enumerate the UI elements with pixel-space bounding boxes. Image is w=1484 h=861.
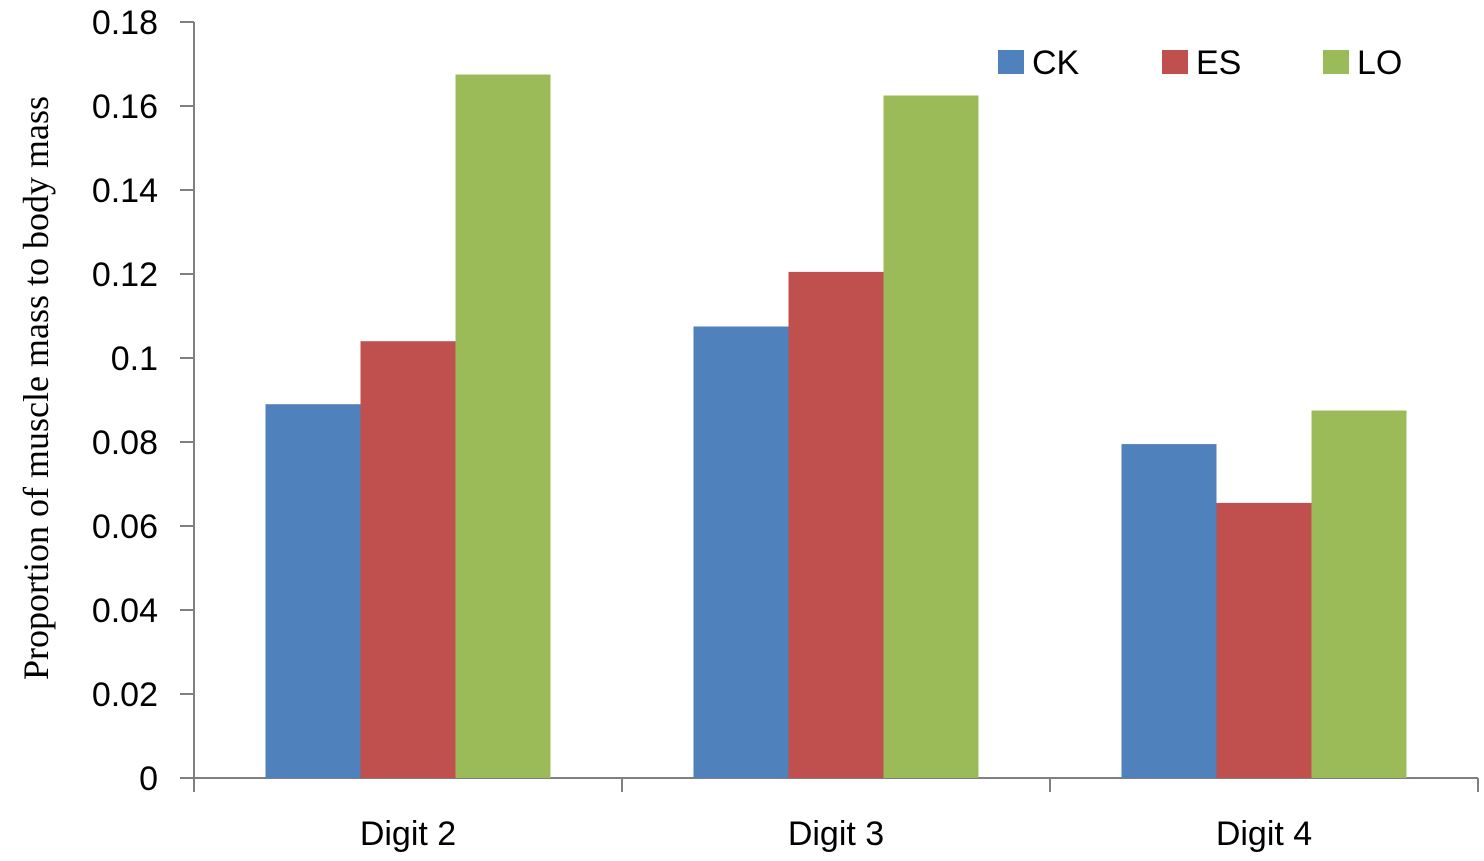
y-tick-label: 0.16 [92,88,158,126]
x-category-label: Digit 3 [788,815,884,853]
y-tick-label: 0.08 [92,424,158,462]
legend: CK ES LO [998,44,1402,82]
legend-label-ck: CK [1032,44,1080,82]
bar-ck-2 [265,404,361,778]
bars [265,74,1407,778]
bar-es-4 [1216,502,1312,778]
bar-ck-4 [1121,444,1217,778]
y-tick-label: 0.1 [111,340,158,378]
bar-ck-3 [693,326,789,778]
x-axis: Digit 2 Digit 3 Digit 4 [193,777,1479,853]
bar-lo-2 [455,74,551,778]
y-tick-label: 0.18 [92,4,158,42]
y-tick-label: 0.06 [92,508,158,546]
legend-swatch-es [1162,50,1188,74]
legend-label-lo: LO [1357,44,1402,82]
y-axis: 0 0.02 0.04 0.06 0.08 0.1 0.12 0.14 0.16 0.18 [92,4,195,798]
bar-es-3 [788,271,884,778]
legend-swatch-lo [1323,50,1349,74]
bar-es-2 [360,341,456,778]
y-tick-label: 0.14 [92,172,158,210]
legend-label-es: ES [1196,44,1241,82]
bar-lo-3 [883,95,979,778]
x-category-label: Digit 2 [360,815,456,853]
y-tick-label: 0 [139,760,158,798]
y-tick-label: 0.12 [92,256,158,294]
legend-swatch-ck [998,50,1024,74]
y-axis-title: Proportion of muscle mass to body mass [16,96,56,680]
bar-lo-4 [1311,410,1407,778]
y-tick-label: 0.02 [92,676,158,714]
x-category-label: Digit 4 [1216,815,1312,853]
y-tick-label: 0.04 [92,592,158,630]
